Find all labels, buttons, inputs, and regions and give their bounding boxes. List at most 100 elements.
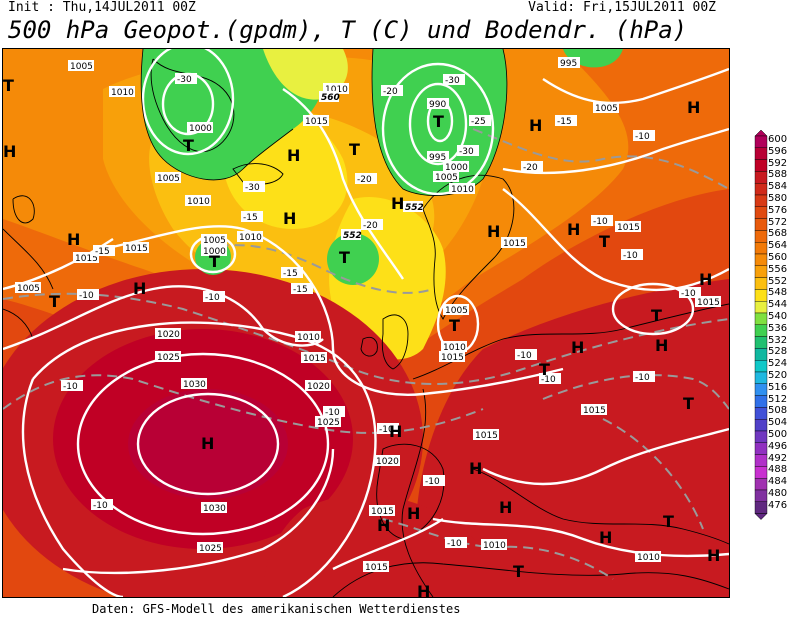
low-center: T <box>339 248 350 267</box>
isotherm-2 <box>3 374 484 434</box>
green-low-mid <box>327 233 379 285</box>
low-center: T <box>663 512 674 531</box>
svg-text:1030: 1030 <box>183 380 206 390</box>
pressure-centers: H H H H H H H H H H H H H H H H H H H H … <box>3 76 720 597</box>
svg-text:-10: -10 <box>623 251 638 261</box>
low-center: T <box>209 252 220 271</box>
high-center: H <box>487 222 500 241</box>
pressure-label: 1010 <box>185 195 211 207</box>
pressure-label: 1000 <box>201 245 227 257</box>
svg-text:-20: -20 <box>523 163 538 173</box>
contour-552-n <box>371 49 508 196</box>
svg-text:1015: 1015 <box>583 406 606 416</box>
green-low-n <box>372 49 507 196</box>
svg-text:1020: 1020 <box>157 330 180 340</box>
pressure-label: 1005 <box>593 102 619 114</box>
legend-value-label: 528 <box>768 346 788 358</box>
svg-text:1000: 1000 <box>203 247 226 257</box>
isobar-1015-east <box>502 188 729 292</box>
isobar-east-low <box>611 282 695 336</box>
legend-value-label: 552 <box>768 275 788 287</box>
legend-swatch <box>754 430 768 444</box>
pressure-label: 990 <box>427 98 449 110</box>
geopotential-contours <box>140 49 508 196</box>
isotherm-6 <box>382 518 614 580</box>
legend-swatch <box>754 277 768 290</box>
legend-swatch <box>754 171 768 184</box>
temp-label: -10 <box>91 499 113 511</box>
low-center: T <box>513 562 524 581</box>
isobars <box>3 49 729 597</box>
svg-text:-10: -10 <box>635 373 650 383</box>
low-center: T <box>449 316 460 335</box>
pressure-label: 1025 <box>155 351 181 363</box>
temp-label: -10 <box>515 349 537 361</box>
pressure-label: 1015 <box>301 352 327 364</box>
temp-label: -10 <box>633 130 655 142</box>
pressure-label: 1010 <box>481 539 507 551</box>
svg-text:1005: 1005 <box>595 104 618 114</box>
pressure-label: 1010 <box>295 331 321 343</box>
isotherm-7 <box>602 418 704 530</box>
isotherm-4 <box>472 128 729 190</box>
high-center: H <box>655 336 668 355</box>
pressure-label: 1015 <box>615 221 641 233</box>
legend-swatch <box>754 336 768 349</box>
temp-label: -15 <box>291 283 313 295</box>
isobar-1025 <box>76 352 330 536</box>
svg-text:1000: 1000 <box>445 163 468 173</box>
pressure-label: 1005 <box>433 171 459 183</box>
geopotential-value-labels: 552 552 560 <box>319 91 424 241</box>
legend-swatch <box>754 383 768 396</box>
temp-label: -20 <box>381 85 403 97</box>
temp-label: -15 <box>241 211 263 223</box>
svg-text:1010: 1010 <box>111 88 134 98</box>
svg-text:990: 990 <box>429 100 446 110</box>
low-center: T <box>349 140 360 159</box>
high-center: H <box>287 146 300 165</box>
legend-value-label: 584 <box>768 181 788 193</box>
legend-value-label: 588 <box>768 169 788 181</box>
isobar-1010-west <box>3 285 324 351</box>
pressure-label: 1025 <box>197 542 223 554</box>
pressure-label: 995 <box>558 57 580 69</box>
svg-text:-10: -10 <box>63 382 78 392</box>
geopot-label: 552 <box>403 201 424 213</box>
geopot-label: 560 <box>319 91 340 103</box>
legend-value-label: 568 <box>768 228 788 240</box>
legend-value-label: 572 <box>768 216 788 228</box>
isotherm-5 <box>542 374 729 410</box>
svg-text:1010: 1010 <box>483 541 506 551</box>
temp-label: -10 <box>61 380 83 392</box>
svg-text:-15: -15 <box>557 117 572 127</box>
svg-text:1005: 1005 <box>203 236 226 246</box>
legend-swatch <box>754 419 768 432</box>
pressure-label: 1005 <box>201 234 227 246</box>
legend-swatch <box>754 194 768 208</box>
high-center: H <box>201 434 214 453</box>
temp-label: -10 <box>377 423 399 435</box>
legend-value-label: 564 <box>768 240 788 252</box>
legend-swatch <box>754 407 768 420</box>
temp-label: -10 <box>445 537 467 549</box>
low-center: T <box>183 136 194 155</box>
low-center: T <box>599 232 610 251</box>
svg-text:-10: -10 <box>425 477 440 487</box>
isobar-1025-lower <box>62 448 335 575</box>
svg-text:1010: 1010 <box>239 233 262 243</box>
legend-value-label: 580 <box>768 193 788 204</box>
low-center: T <box>3 76 14 95</box>
high-center: H <box>389 422 402 441</box>
high-center: H <box>469 459 482 478</box>
pressure-label: 1000 <box>187 122 213 134</box>
legend-swatch <box>754 300 768 314</box>
svg-text:1010: 1010 <box>297 333 320 343</box>
low-center: T <box>539 360 550 379</box>
high-center: H <box>377 516 390 535</box>
svg-text:-30: -30 <box>245 183 260 193</box>
svg-text:1010: 1010 <box>443 343 466 353</box>
temp-label: -30 <box>175 73 197 85</box>
high-center: H <box>571 338 584 357</box>
legend-value-label: 512 <box>768 393 788 405</box>
svg-text:1005: 1005 <box>17 284 40 294</box>
